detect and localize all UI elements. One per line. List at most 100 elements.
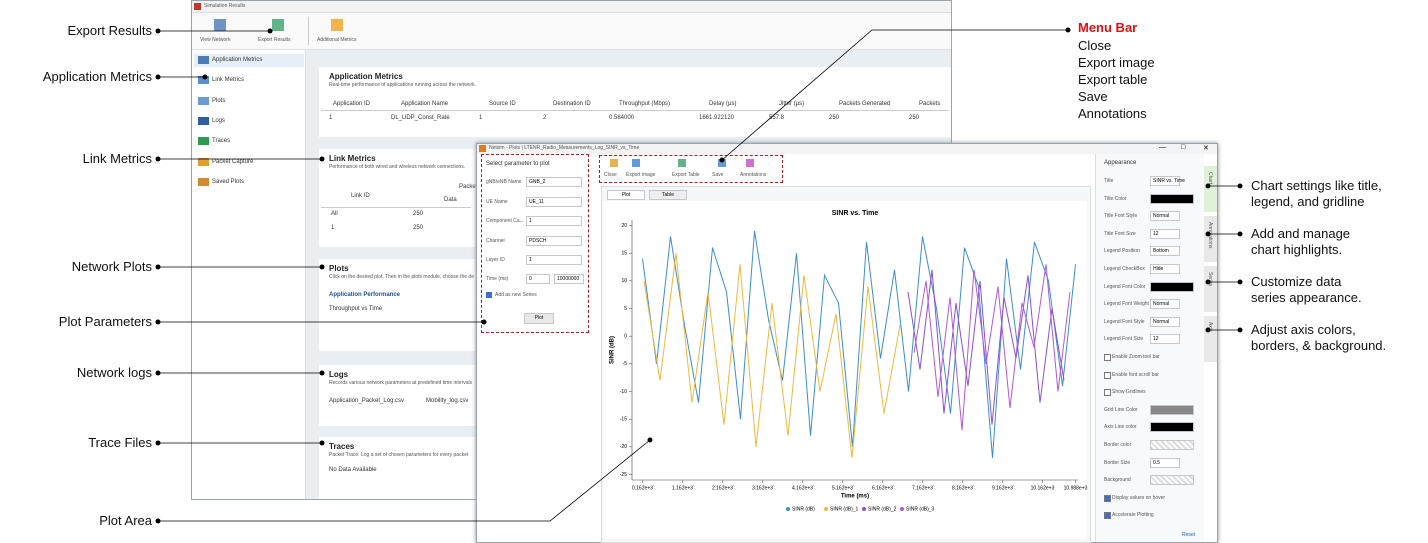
reset-link[interactable]: Reset	[1182, 532, 1196, 538]
setting-control[interactable]: 0.5	[1150, 457, 1180, 468]
dropdown[interactable]: 1	[526, 216, 582, 226]
legend-marker	[786, 507, 790, 511]
window-control[interactable]: —	[1159, 144, 1166, 151]
sidebar-icon	[198, 157, 209, 166]
y-tick-label: -25	[620, 472, 627, 478]
sidebar-item[interactable]: Link Metrics	[212, 77, 245, 84]
x-tick-label: 2.162e+3	[712, 485, 733, 491]
sidebar-item[interactable]: Saved Plots	[212, 178, 245, 185]
toolbar-button[interactable]: Save	[712, 172, 724, 178]
sidebar-item[interactable]: Application Metrics	[212, 57, 263, 63]
toolbar-button[interactable]: Export image	[626, 172, 656, 178]
setting-control[interactable]: SINR vs. Time	[1150, 176, 1185, 186]
trace-status: No Data Available	[329, 467, 377, 473]
setting-control[interactable]: Hide	[1150, 264, 1180, 274]
field-label: Component Ca...	[486, 218, 524, 224]
toolbar-icon[interactable]	[214, 19, 226, 31]
sidebar-item[interactable]: Traces	[212, 138, 231, 145]
window-control[interactable]: ✕	[1203, 145, 1209, 152]
checkbox-label: Add as new Series	[495, 292, 537, 298]
callout-dot	[1205, 327, 1211, 333]
callout-label: Trace Files	[88, 435, 152, 450]
setting-control[interactable]	[1150, 475, 1194, 486]
x-tick-label: 8.162e+3	[952, 485, 973, 491]
tab[interactable]: Table	[649, 190, 687, 200]
legend-marker	[824, 507, 828, 511]
side-tab[interactable]: Series	[1204, 266, 1217, 312]
x-tick-label: 6.162e+3	[872, 485, 893, 491]
setting-label: Legend Font Weight	[1104, 301, 1149, 308]
sidebar-icon	[198, 96, 209, 105]
checkbox[interactable]	[1104, 389, 1111, 397]
toolbar-icon[interactable]	[272, 19, 284, 31]
text-input[interactable]: 10000000	[554, 274, 584, 284]
checkbox[interactable]	[1104, 354, 1111, 361]
toolbar-icon[interactable]	[610, 159, 618, 167]
checkbox[interactable]	[1104, 494, 1111, 502]
window-control[interactable]: □	[1181, 144, 1186, 151]
table-cell: 1661.922120	[699, 115, 735, 121]
toolbar-button[interactable]: View Network	[200, 37, 231, 43]
toolbar-icon[interactable]	[746, 159, 754, 167]
dropdown[interactable]: PDSCH	[526, 235, 582, 246]
setting-control[interactable]	[1150, 422, 1194, 433]
y-axis-label: SINR (dB)	[610, 336, 616, 364]
x-tick-label: 9.162e+3	[992, 485, 1013, 491]
callout-item: Annotations	[1078, 106, 1147, 121]
setting-control[interactable]: Normal	[1150, 299, 1180, 310]
section-description: Click on the desired plot. Then in the p…	[329, 274, 474, 280]
text-input[interactable]: 0	[526, 274, 550, 284]
appearance-panel: Appearance Title SINR vs. Time Title Color T…	[1095, 154, 1204, 542]
checkbox[interactable]	[1104, 371, 1111, 379]
side-tab[interactable]: Axis	[1204, 316, 1217, 362]
setting-control[interactable]: 12	[1150, 228, 1180, 239]
setting-control[interactable]	[1150, 440, 1194, 450]
toolbar-icon[interactable]	[632, 159, 640, 167]
sidebar-item[interactable]: Plots	[212, 97, 226, 104]
toolbar-button[interactable]: Annotations	[740, 172, 767, 178]
callout-dot	[719, 157, 725, 163]
dropdown[interactable]: GNB_2	[526, 177, 582, 187]
setting-control[interactable]	[1150, 193, 1194, 204]
dropdown[interactable]: 1	[526, 255, 582, 265]
setting-label: Legend Font Size	[1104, 336, 1144, 343]
sidebar-item[interactable]: Logs	[212, 117, 226, 124]
toolbar-icon[interactable]	[331, 19, 343, 31]
checkbox[interactable]	[1104, 512, 1111, 520]
setting-control[interactable]: Normal	[1150, 316, 1180, 327]
toolbar-icon[interactable]	[718, 159, 726, 167]
toolbar-button[interactable]: Export Table	[672, 172, 700, 178]
log-file[interactable]: Mobility_log.csv	[426, 398, 469, 404]
callout-dot	[1237, 183, 1243, 189]
dropdown[interactable]: UE_11	[526, 196, 582, 207]
plot-button[interactable]: Plot	[524, 313, 554, 324]
log-file[interactable]: Application_Packet_Log.csv	[329, 398, 405, 404]
setting-label: Legend Font Style	[1104, 318, 1145, 325]
toolbar-icon[interactable]	[678, 159, 686, 167]
side-tab[interactable]: Chart	[1204, 166, 1217, 212]
sidebar-item[interactable]: Packet Capture	[212, 158, 254, 165]
callout-heading: Menu Bar	[1078, 20, 1138, 35]
setting-control[interactable]: 12	[1150, 334, 1180, 345]
table-cell: 2	[543, 115, 547, 121]
panel-title: Select parameter to plot	[486, 161, 550, 167]
setting-label: Title Color	[1104, 195, 1127, 202]
plot-item[interactable]: Throughput vs Time	[329, 306, 383, 312]
section-title: Logs	[329, 370, 349, 379]
toolbar-button[interactable]: Additional Metrics	[317, 37, 357, 43]
table-header: Packets	[919, 101, 941, 107]
setting-control[interactable]: Bottom	[1150, 246, 1180, 257]
setting-label: Grid Line Color	[1104, 406, 1138, 413]
setting-control[interactable]	[1150, 404, 1194, 415]
setting-label: Border Size	[1104, 459, 1131, 466]
toolbar-button[interactable]: Export Results	[258, 37, 291, 43]
section-description: Performance of both wired and wireless n…	[329, 164, 466, 170]
setting-control[interactable]	[1150, 281, 1194, 292]
checkbox[interactable]	[486, 292, 492, 298]
setting-control[interactable]: Normal	[1150, 211, 1180, 222]
x-tick-label: 4.162e+3	[792, 485, 813, 491]
y-tick-label: -20	[620, 444, 627, 450]
toolbar-button[interactable]: Close	[604, 172, 617, 178]
callout-label: Chart settings like title,	[1251, 178, 1382, 193]
tab[interactable]: Plot	[607, 190, 645, 200]
